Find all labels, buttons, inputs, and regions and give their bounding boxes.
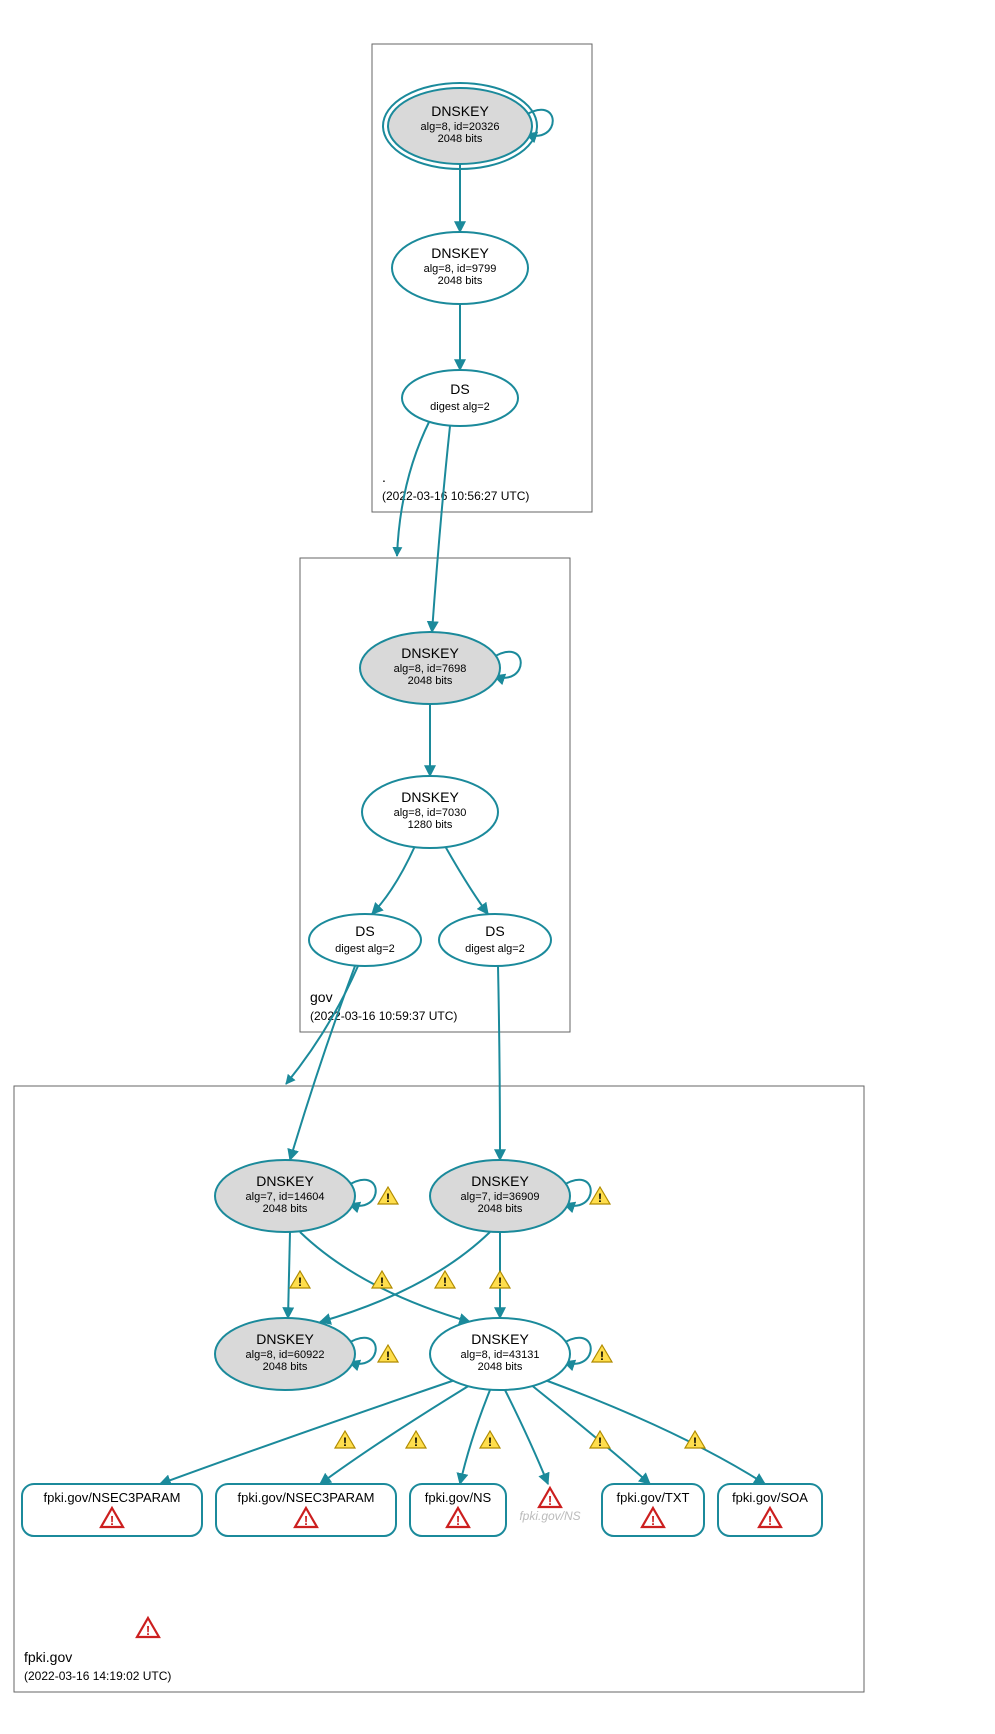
svg-text:DNSKEY: DNSKEY — [401, 645, 459, 661]
svg-text:!: ! — [693, 1435, 697, 1449]
node-fk_zsk1: DNSKEY alg=8, id=609222048 bits — [215, 1318, 355, 1390]
warning-icon: ! — [290, 1271, 310, 1289]
svg-text:alg=7, id=36909: alg=7, id=36909 — [461, 1191, 540, 1203]
svg-text:1280 bits: 1280 bits — [408, 819, 453, 831]
warning-icon: ! — [435, 1271, 455, 1289]
svg-text:!: ! — [488, 1435, 492, 1449]
warning-icon: ! — [378, 1187, 398, 1205]
svg-text:digest alg=2: digest alg=2 — [335, 943, 395, 955]
warning-icon: ! — [406, 1431, 426, 1449]
node-root_zsk: DNSKEY alg=8, id=97992048 bits — [392, 232, 528, 304]
warning-icon: ! — [372, 1271, 392, 1289]
error-icon: ! — [137, 1618, 159, 1638]
svg-text:2048 bits: 2048 bits — [408, 675, 453, 687]
svg-text:DNSKEY: DNSKEY — [431, 245, 489, 261]
warning-icon: ! — [490, 1271, 510, 1289]
node-fk_zsk2: DNSKEY alg=8, id=431312048 bits — [430, 1318, 570, 1390]
svg-text:!: ! — [304, 1513, 308, 1528]
warning-icon: ! — [335, 1431, 355, 1449]
node-root_ksk: DNSKEY alg=8, id=203262048 bits — [383, 83, 537, 169]
svg-text:!: ! — [768, 1513, 772, 1528]
svg-text:fpki.gov/NS: fpki.gov/NS — [425, 1490, 492, 1505]
svg-text:fpki.gov/NS: fpki.gov/NS — [519, 1509, 580, 1523]
svg-text:alg=8, id=20326: alg=8, id=20326 — [421, 121, 500, 133]
svg-text:DNSKEY: DNSKEY — [401, 789, 459, 805]
svg-text:!: ! — [386, 1349, 390, 1363]
svg-text:DS: DS — [485, 923, 504, 939]
node-gov_ds1: DS digest alg=2 — [309, 914, 421, 966]
svg-text:2048 bits: 2048 bits — [438, 275, 483, 287]
svg-text:digest alg=2: digest alg=2 — [465, 943, 525, 955]
svg-text:alg=8, id=7030: alg=8, id=7030 — [394, 807, 467, 819]
warning-icon: ! — [480, 1431, 500, 1449]
svg-text:DS: DS — [450, 381, 469, 397]
svg-text:alg=8, id=60922: alg=8, id=60922 — [246, 1349, 325, 1361]
svg-text:DNSKEY: DNSKEY — [471, 1173, 529, 1189]
svg-text:alg=8, id=9799: alg=8, id=9799 — [424, 263, 497, 275]
svg-text:2048 bits: 2048 bits — [438, 133, 483, 145]
svg-text:fpki.gov/NSEC3PARAM: fpki.gov/NSEC3PARAM — [237, 1490, 374, 1505]
warning-icon: ! — [590, 1431, 610, 1449]
error-icon: ! — [539, 1488, 561, 1508]
svg-text:!: ! — [548, 1493, 552, 1508]
svg-text:digest alg=2: digest alg=2 — [430, 401, 490, 413]
svg-text:!: ! — [598, 1191, 602, 1205]
svg-text:!: ! — [598, 1435, 602, 1449]
svg-text:fpki.gov: fpki.gov — [24, 1649, 72, 1665]
svg-text:alg=8, id=43131: alg=8, id=43131 — [461, 1349, 540, 1361]
svg-text:fpki.gov/TXT: fpki.gov/TXT — [617, 1490, 690, 1505]
svg-text:!: ! — [298, 1275, 302, 1289]
svg-text:2048 bits: 2048 bits — [478, 1361, 523, 1373]
svg-text:!: ! — [380, 1275, 384, 1289]
svg-text:.: . — [382, 469, 386, 485]
svg-text:fpki.gov/SOA: fpki.gov/SOA — [732, 1490, 808, 1505]
node-gov_ksk: DNSKEY alg=8, id=76982048 bits — [360, 632, 500, 704]
svg-text:!: ! — [414, 1435, 418, 1449]
svg-text:fpki.gov/NSEC3PARAM: fpki.gov/NSEC3PARAM — [43, 1490, 180, 1505]
node-gov_zsk: DNSKEY alg=8, id=70301280 bits — [362, 776, 498, 848]
svg-text:2048 bits: 2048 bits — [478, 1203, 523, 1215]
svg-text:DNSKEY: DNSKEY — [256, 1331, 314, 1347]
svg-text:DS: DS — [355, 923, 374, 939]
svg-text:!: ! — [498, 1275, 502, 1289]
svg-text:alg=7, id=14604: alg=7, id=14604 — [246, 1191, 325, 1203]
svg-text:!: ! — [110, 1513, 114, 1528]
svg-text:gov: gov — [310, 989, 333, 1005]
svg-text:(2022-03-16 14:19:02 UTC): (2022-03-16 14:19:02 UTC) — [24, 1669, 171, 1683]
warning-icon: ! — [592, 1345, 612, 1363]
svg-text:!: ! — [600, 1349, 604, 1363]
node-root_ds: DS digest alg=2 — [402, 370, 518, 426]
svg-text:DNSKEY: DNSKEY — [431, 103, 489, 119]
node-fk_ksk2: DNSKEY alg=7, id=369092048 bits — [430, 1160, 570, 1232]
svg-text:DNSKEY: DNSKEY — [471, 1331, 529, 1347]
warning-icon: ! — [590, 1187, 610, 1205]
node-gov_ds2: DS digest alg=2 — [439, 914, 551, 966]
warning-icon: ! — [378, 1345, 398, 1363]
dnssec-diagram: .(2022-03-16 10:56:27 UTC)gov(2022-03-16… — [0, 0, 995, 1734]
svg-text:!: ! — [456, 1513, 460, 1528]
svg-text:!: ! — [146, 1623, 150, 1638]
svg-text:!: ! — [386, 1191, 390, 1205]
svg-text:DNSKEY: DNSKEY — [256, 1173, 314, 1189]
svg-text:alg=8, id=7698: alg=8, id=7698 — [394, 663, 467, 675]
svg-text:!: ! — [343, 1435, 347, 1449]
svg-text:!: ! — [443, 1275, 447, 1289]
node-fk_ksk1: DNSKEY alg=7, id=146042048 bits — [215, 1160, 355, 1232]
svg-text:2048 bits: 2048 bits — [263, 1203, 308, 1215]
svg-text:!: ! — [651, 1513, 655, 1528]
svg-text:2048 bits: 2048 bits — [263, 1361, 308, 1373]
